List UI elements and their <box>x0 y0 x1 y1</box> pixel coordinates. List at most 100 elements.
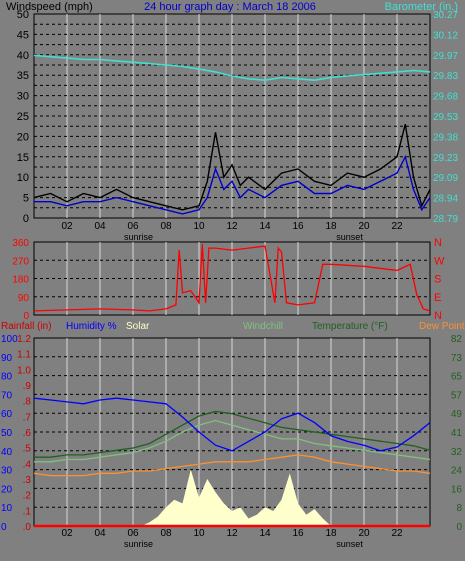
barometer-axis-label: Barometer (in.) <box>385 1 458 13</box>
x-tick-04: 04 <box>94 221 106 232</box>
temp-panel-grid <box>34 338 430 526</box>
x-tick-16: 16 <box>292 528 304 539</box>
compass-label-3: E <box>434 292 441 304</box>
wind-left-tick-40: 40 <box>17 50 29 62</box>
x-tick-02: 02 <box>61 528 73 539</box>
temp-series-temperature <box>34 410 431 458</box>
windchill-label: Windchill <box>243 321 283 332</box>
direction-panel-series <box>33 243 431 312</box>
wind-left-tick-45: 45 <box>17 29 29 41</box>
temperature-tick-16: 16 <box>451 484 463 495</box>
wind-right-tick-29.83: 29.83 <box>433 71 458 82</box>
x-tick-06: 06 <box>127 528 139 539</box>
dir-tick-360: 360 <box>12 238 29 249</box>
rain-tick-1: .1 <box>23 506 32 517</box>
x-tick-14: 14 <box>259 221 271 232</box>
wind-panel-x-ticks: 02 04 06 08 10 12 14 16 18 20 22 <box>61 221 403 232</box>
compass-label-4: N <box>434 310 442 322</box>
wind-left-tick-15: 15 <box>17 152 29 164</box>
wind-left-tick-35: 35 <box>17 70 29 82</box>
rain-tick-4: .4 <box>23 459 32 470</box>
temperature-tick-82: 82 <box>451 334 463 345</box>
wind-panel-left-ticks: 0 5 10 15 20 25 30 35 40 45 50 <box>17 9 29 225</box>
temp-series-solar <box>141 469 331 526</box>
wind-right-tick-30.27: 30.27 <box>433 10 458 21</box>
rain-tick-5: .5 <box>23 444 32 455</box>
wind-series-wind-gust <box>33 124 431 211</box>
humidity-label: Humidity % <box>66 321 117 332</box>
temperature-tick-65: 65 <box>451 372 463 383</box>
temperature-tick-8: 8 <box>456 503 462 514</box>
x-tick-14: 14 <box>259 528 271 539</box>
rain-tick-2: .2 <box>23 491 32 502</box>
dewpoint-label: Dew Point <box>419 321 465 332</box>
dir-tick-0: 0 <box>23 311 29 322</box>
solar-label: Solar <box>126 321 150 332</box>
wind-right-tick-29.97: 29.97 <box>433 51 458 62</box>
rain-tick-0: .0 <box>23 522 32 533</box>
temperature-tick-0: 0 <box>456 522 462 533</box>
wind-left-tick-5: 5 <box>23 193 29 205</box>
compass-label-2: S <box>434 274 441 286</box>
sunrise-label-3: sunrise <box>124 539 153 549</box>
wind-right-tick-28.94: 28.94 <box>433 194 458 205</box>
rain-tick-7: .7 <box>23 412 32 423</box>
x-tick-08: 08 <box>160 221 172 232</box>
x-tick-06: 06 <box>127 221 139 232</box>
wind-panel-series <box>33 54 431 215</box>
temp-panel-humidity-ticks: 0 10 20 30 40 50 60 70 80 90 100 <box>1 334 18 533</box>
wind-series-wind-avg <box>34 154 431 215</box>
wind-right-tick-29.23: 29.23 <box>433 153 458 164</box>
humidity-tick-20: 20 <box>1 484 13 495</box>
wind-panel-right-ticks: 28.79 28.94 29.09 29.23 29.38 29.53 29.68 29.83… <box>433 10 458 225</box>
x-tick-20: 20 <box>358 221 370 232</box>
rain-tick-3: .3 <box>23 475 32 486</box>
rain-tick-8: .8 <box>23 397 32 408</box>
temperature-tick-41: 41 <box>451 428 463 439</box>
x-tick-20: 20 <box>358 528 370 539</box>
temp-panel-series <box>33 397 431 528</box>
humidity-tick-40: 40 <box>1 447 13 458</box>
rain-tick-6: .6 <box>23 428 32 439</box>
humidity-tick-80: 80 <box>1 372 13 383</box>
temperature-tick-73: 73 <box>451 353 463 364</box>
dir-tick-90: 90 <box>18 293 30 304</box>
humidity-tick-70: 70 <box>1 390 13 401</box>
wind-left-tick-30: 30 <box>17 91 29 103</box>
temperature-tick-57: 57 <box>451 390 463 401</box>
temp-series-windchill <box>34 419 431 463</box>
x-tick-10: 10 <box>193 528 205 539</box>
rain-tick-10: 1.0 <box>17 365 31 376</box>
humidity-tick-60: 60 <box>1 409 13 420</box>
x-tick-02: 02 <box>61 221 73 232</box>
wind-left-tick-10: 10 <box>17 172 29 184</box>
rain-tick-12: 1.2 <box>17 334 31 345</box>
temp-panel-rain-ticks: .0 .1 .2 .3 .4 .5 .6 .7 .8 .9 1.0 1.1 1.2 <box>17 334 31 533</box>
humidity-tick-30: 30 <box>1 466 13 477</box>
x-tick-10: 10 <box>193 221 205 232</box>
temperature-tick-49: 49 <box>451 409 463 420</box>
temperature-tick-32: 32 <box>451 447 463 458</box>
x-tick-22: 22 <box>391 528 403 539</box>
humidity-tick-100: 100 <box>1 334 18 345</box>
humidity-tick-10: 10 <box>1 503 13 514</box>
x-tick-16: 16 <box>292 221 304 232</box>
graph-title: 24 hour graph day : March 18 2006 <box>144 1 316 13</box>
x-tick-22: 22 <box>391 221 403 232</box>
direction-panel-ticks: 0 90 180 270 360 <box>12 238 29 322</box>
wind-right-tick-29.09: 29.09 <box>433 173 458 184</box>
compass-label-1: W <box>434 255 445 267</box>
x-tick-04: 04 <box>94 528 106 539</box>
direction-panel-grid <box>34 242 430 315</box>
temp-series-dew-point <box>33 454 431 477</box>
wind-left-tick-20: 20 <box>17 131 29 143</box>
wind-left-tick-0: 0 <box>23 213 29 225</box>
x-tick-12: 12 <box>226 221 238 232</box>
wind-right-tick-30.12: 30.12 <box>433 30 458 41</box>
x-tick-12: 12 <box>226 528 238 539</box>
compass-label-0: N <box>434 237 442 249</box>
x-tick-08: 08 <box>160 528 172 539</box>
